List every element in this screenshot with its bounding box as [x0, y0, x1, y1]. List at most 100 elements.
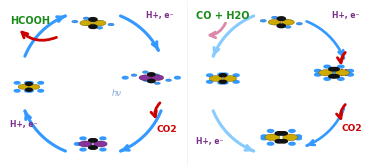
Circle shape: [38, 90, 43, 92]
Circle shape: [285, 26, 291, 28]
Circle shape: [154, 82, 160, 85]
Circle shape: [332, 75, 339, 78]
Circle shape: [329, 67, 336, 71]
Text: CO2: CO2: [157, 125, 178, 134]
Circle shape: [122, 76, 128, 79]
Circle shape: [26, 82, 32, 85]
Circle shape: [148, 79, 155, 83]
Circle shape: [314, 69, 321, 72]
Circle shape: [207, 74, 213, 76]
Circle shape: [94, 141, 107, 147]
Circle shape: [29, 84, 40, 89]
Text: hν: hν: [112, 89, 122, 98]
Circle shape: [277, 17, 285, 20]
Circle shape: [131, 74, 137, 76]
Circle shape: [295, 135, 301, 138]
Circle shape: [222, 81, 228, 84]
Circle shape: [332, 67, 339, 71]
Circle shape: [347, 73, 353, 76]
Circle shape: [338, 65, 344, 68]
Circle shape: [90, 146, 97, 149]
Circle shape: [91, 139, 97, 142]
Circle shape: [25, 82, 30, 84]
Circle shape: [89, 25, 97, 28]
Circle shape: [271, 16, 278, 19]
Circle shape: [38, 82, 43, 84]
Circle shape: [347, 69, 353, 72]
Circle shape: [100, 148, 106, 151]
Circle shape: [275, 132, 283, 135]
Circle shape: [88, 146, 96, 149]
Circle shape: [280, 140, 287, 143]
Text: H+, e⁻: H+, e⁻: [196, 137, 223, 146]
Circle shape: [289, 142, 295, 145]
Circle shape: [151, 75, 164, 80]
Text: H2: H2: [339, 69, 353, 78]
Circle shape: [89, 139, 95, 142]
Circle shape: [283, 134, 297, 141]
Circle shape: [331, 71, 337, 74]
Text: H+, e⁻: H+, e⁻: [332, 11, 359, 20]
Circle shape: [283, 19, 289, 22]
Circle shape: [280, 132, 287, 135]
Circle shape: [329, 75, 336, 78]
Circle shape: [296, 22, 302, 25]
Circle shape: [74, 143, 81, 145]
Circle shape: [83, 17, 89, 20]
Circle shape: [14, 90, 20, 92]
Circle shape: [25, 90, 30, 92]
Circle shape: [89, 146, 95, 149]
Circle shape: [233, 74, 239, 76]
Circle shape: [324, 65, 330, 68]
Circle shape: [91, 146, 97, 149]
Circle shape: [223, 76, 237, 81]
Circle shape: [218, 73, 224, 76]
Circle shape: [143, 71, 148, 73]
Circle shape: [80, 20, 93, 26]
Circle shape: [96, 26, 103, 29]
Circle shape: [314, 73, 321, 76]
Circle shape: [207, 80, 213, 83]
Circle shape: [218, 81, 224, 84]
Text: CO2: CO2: [342, 124, 362, 133]
Circle shape: [139, 75, 152, 80]
Circle shape: [265, 134, 280, 141]
Text: H+, e⁻: H+, e⁻: [10, 120, 37, 129]
Text: CO + H2O: CO + H2O: [196, 11, 249, 21]
Circle shape: [209, 76, 222, 81]
Circle shape: [154, 74, 160, 76]
Circle shape: [80, 148, 86, 151]
Circle shape: [108, 23, 114, 26]
Circle shape: [80, 137, 86, 140]
Circle shape: [295, 137, 301, 140]
Circle shape: [89, 18, 97, 21]
Circle shape: [175, 76, 180, 79]
Circle shape: [276, 140, 282, 142]
Circle shape: [335, 70, 349, 76]
Circle shape: [267, 130, 274, 132]
Circle shape: [274, 22, 280, 25]
Circle shape: [166, 79, 172, 81]
Circle shape: [268, 19, 281, 25]
Circle shape: [275, 140, 283, 143]
Circle shape: [222, 73, 228, 76]
Circle shape: [331, 71, 338, 74]
Text: H+, e⁻: H+, e⁻: [146, 11, 173, 20]
Circle shape: [26, 88, 32, 91]
Circle shape: [282, 19, 294, 25]
Circle shape: [324, 77, 330, 80]
Circle shape: [319, 70, 333, 76]
Circle shape: [219, 80, 226, 83]
Circle shape: [260, 19, 266, 22]
Circle shape: [72, 20, 78, 23]
Circle shape: [233, 80, 239, 83]
Circle shape: [277, 24, 285, 28]
Circle shape: [338, 77, 344, 80]
Circle shape: [85, 23, 91, 26]
Circle shape: [261, 135, 267, 138]
Circle shape: [219, 74, 226, 77]
Circle shape: [14, 82, 20, 84]
Circle shape: [143, 79, 149, 81]
Circle shape: [276, 132, 282, 135]
Circle shape: [79, 141, 92, 147]
